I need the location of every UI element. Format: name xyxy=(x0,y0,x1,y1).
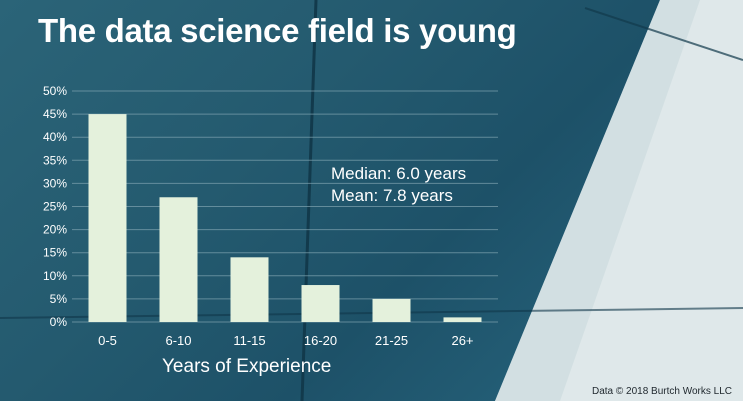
x-tick-label: 6-10 xyxy=(165,333,191,348)
x-axis-label: Years of Experience xyxy=(162,356,332,377)
y-tick-label: 5% xyxy=(50,292,68,306)
y-tick-label: 10% xyxy=(43,269,67,283)
summary-stats: Median: 6.0 years Mean: 7.8 years xyxy=(331,163,466,207)
y-tick-label: 45% xyxy=(43,107,67,121)
y-tick-label: 15% xyxy=(43,246,67,260)
mean-text: Mean: 7.8 years xyxy=(331,186,453,205)
x-tick-label: 26+ xyxy=(451,333,473,348)
bar-6-10 xyxy=(159,197,198,322)
y-tick-label: 25% xyxy=(43,200,67,214)
gridlines xyxy=(72,90,498,323)
bar-16-20 xyxy=(301,285,340,322)
x-tick-label: 16-20 xyxy=(304,333,337,348)
slide-title: The data science field is young xyxy=(38,12,517,49)
y-tick-label: 35% xyxy=(43,153,67,167)
x-tick-label: 0-5 xyxy=(98,333,117,348)
bar-26+ xyxy=(443,317,482,322)
y-tick-label: 20% xyxy=(43,223,67,237)
background-line-vertical xyxy=(300,0,318,401)
x-axis-ticks: 0-5 6-10 11-15 16-20 21-25 26+ xyxy=(98,333,473,348)
source-credit: Data © 2018 Burtch Works LLC xyxy=(591,386,732,397)
x-tick-label: 11-15 xyxy=(233,333,265,348)
y-axis-ticks: 0% 5% 10% 15% 20% 25% 30% 35% 40% 45% 50% xyxy=(43,84,67,329)
y-tick-label: 30% xyxy=(43,176,67,190)
bars xyxy=(88,114,482,322)
bar-11-15 xyxy=(230,257,269,322)
background-line-diagonal xyxy=(584,7,743,61)
bar-0-5 xyxy=(88,114,127,322)
background-light-panel-shade xyxy=(495,0,700,401)
y-tick-label: 50% xyxy=(43,84,67,98)
median-text: Median: 6.0 years xyxy=(331,164,467,183)
y-tick-label: 40% xyxy=(43,130,67,144)
y-tick-label: 0% xyxy=(50,315,68,329)
bar-21-25 xyxy=(372,298,411,322)
x-tick-label: 21-25 xyxy=(375,333,408,348)
